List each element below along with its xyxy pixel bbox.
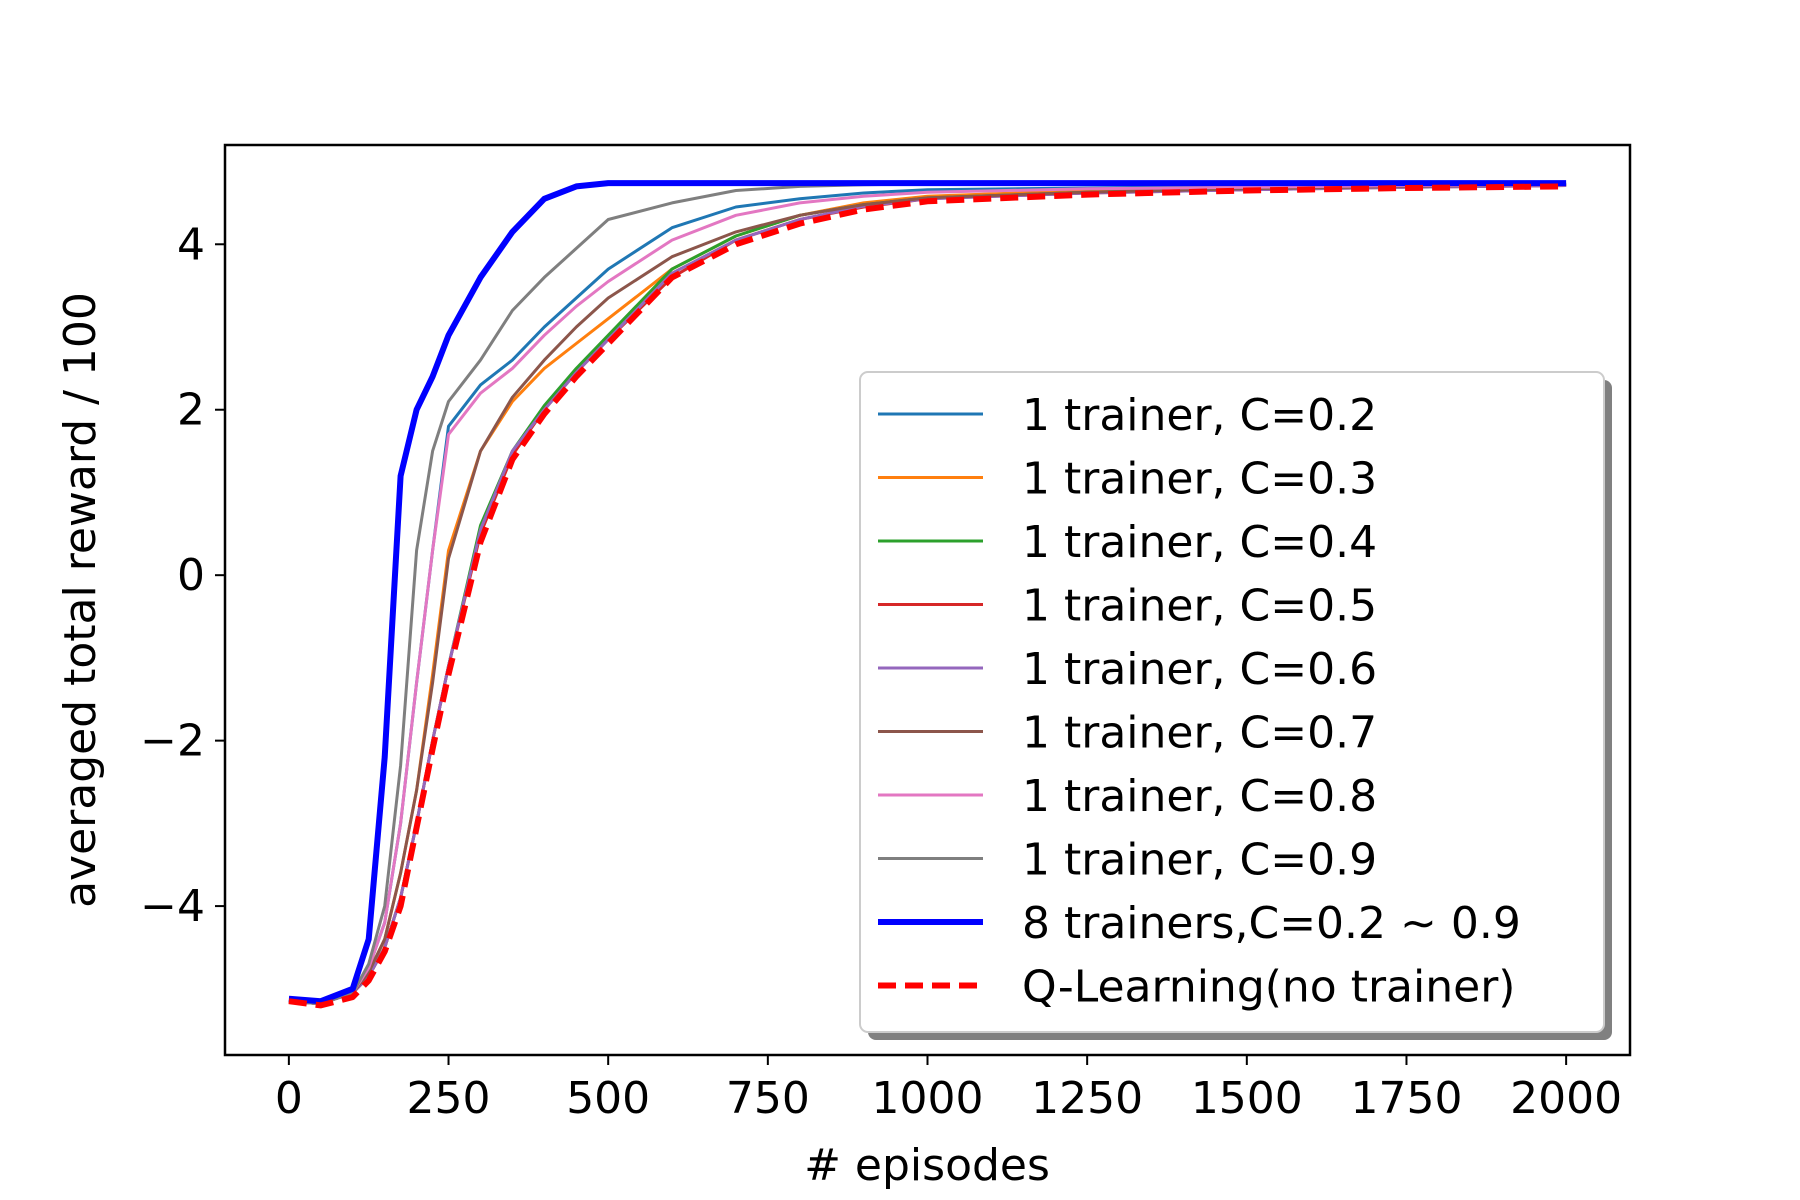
y-axis-label: averaged total reward / 100 (55, 292, 106, 908)
y-tick-label: 2 (177, 385, 205, 436)
series-line-10 (288, 183, 1567, 1009)
legend-box (859, 371, 1605, 1033)
legend-label-2: 1 trainer, C=0.3 (1022, 454, 1377, 505)
x-tick-label: 1750 (1350, 1073, 1462, 1124)
y-tick-label: 0 (177, 550, 205, 601)
legend-label-5: 1 trainer, C=0.6 (1022, 644, 1377, 695)
legend-label-1: 1 trainer, C=0.2 (1022, 390, 1377, 441)
series-layer (288, 180, 1567, 1009)
y-tick-label: 4 (177, 219, 205, 270)
x-tick-label: 2000 (1510, 1073, 1622, 1124)
y-tick-label: −2 (140, 716, 205, 767)
series-line-7 (288, 183, 1567, 1006)
x-tick-label: 1500 (1191, 1073, 1303, 1124)
x-axis-ticks: 0 250 500 750 1000 1250 1500 1750 2000 (275, 1055, 1622, 1124)
legend-label-3: 1 trainer, C=0.4 (1022, 517, 1377, 568)
legend-label-8: 1 trainer, C=0.9 (1022, 835, 1377, 886)
series-line-9 (288, 180, 1567, 1005)
legend: 1 trainer, C=0.2 1 trainer, C=0.3 1 traine… (859, 371, 1612, 1040)
x-axis-label: # episodes (804, 1140, 1050, 1191)
y-tick-label: −4 (140, 881, 205, 932)
legend-label-9: 8 trainers,C=0.2 ∼ 0.9 (1022, 898, 1521, 949)
x-tick-label: 1000 (872, 1073, 984, 1124)
legend-label-10: Q-Learning(no trainer) (1022, 962, 1515, 1013)
x-tick-label: 250 (407, 1073, 491, 1124)
series-line-6 (288, 183, 1567, 1006)
legend-label-6: 1 trainer, C=0.7 (1022, 708, 1377, 759)
y-axis-ticks: −4 −2 0 2 4 (140, 219, 225, 932)
x-tick-label: 0 (275, 1073, 303, 1124)
x-tick-label: 1250 (1031, 1073, 1143, 1124)
legend-label-7: 1 trainer, C=0.8 (1022, 771, 1377, 822)
x-tick-label: 500 (566, 1073, 650, 1124)
x-tick-label: 750 (726, 1073, 810, 1124)
legend-label-4: 1 trainer, C=0.5 (1022, 581, 1377, 632)
